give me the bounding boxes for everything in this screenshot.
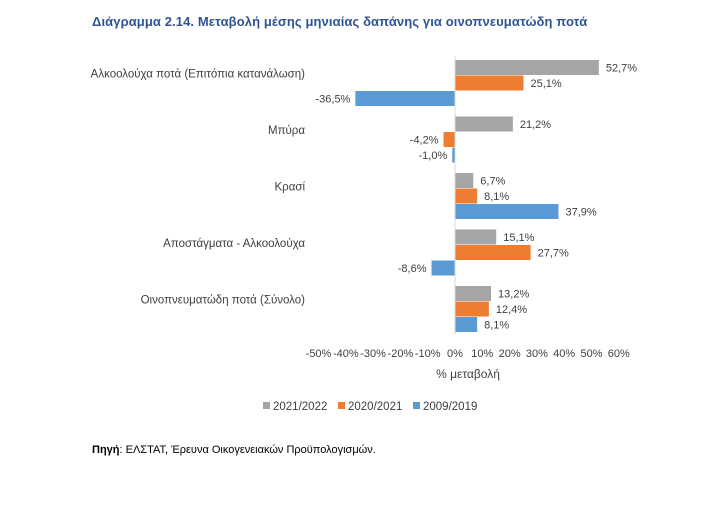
category-label: Αποστάγματα - Αλκοολούχα: [163, 238, 305, 250]
data-label: 8,1%: [484, 320, 509, 332]
data-label: -36,5%: [315, 94, 350, 106]
data-label: 12,4%: [496, 304, 527, 316]
data-label: 25,1%: [531, 78, 562, 90]
bar: [455, 173, 474, 188]
bar: [431, 260, 455, 276]
legend: 2021/2022 2020/2021 2009/2019: [263, 401, 477, 413]
x-axis-title: % μεταβολή: [436, 367, 500, 381]
bar: [455, 286, 492, 301]
x-tick-label: 10%: [471, 348, 493, 360]
data-label: 52,7%: [606, 63, 637, 75]
category-label: Οινοπνευματώδη ποτά (Σύνολο): [141, 294, 306, 306]
x-tick-label: -20%: [388, 348, 414, 360]
chart-title: Διάγραμμα 2.14. Μεταβολή μέσης μηνιαίας …: [92, 14, 588, 29]
value-labels: 52,7% 25,1% -36,5% 21,2% -4,2% -1,0% 6,7% 8,1% 3…: [315, 63, 637, 332]
x-tick-labels: -50% -40% -30% -20% -10% 0% 10% 20% 30% 40% 50% 60%: [306, 348, 630, 360]
bar: [455, 317, 478, 332]
legend-swatch: [263, 402, 270, 409]
data-label: -8,6%: [398, 263, 427, 275]
source-note: Πηγή: ΕΛΣΤΑΤ, Έρευνα Οικογενειακών Προϋπ…: [92, 444, 376, 456]
bar: [455, 116, 513, 132]
source-text: : ΕΛΣΤΑΤ, Έρευνα Οικογενειακών Προϋπολογ…: [119, 444, 376, 456]
bar: [443, 132, 455, 147]
legend-swatch: [338, 402, 345, 409]
bar: [355, 91, 455, 106]
x-tick-label: 0%: [447, 348, 463, 360]
data-label: 15,1%: [503, 232, 534, 244]
data-label: 6,7%: [480, 176, 505, 188]
x-tick-label: 60%: [608, 348, 630, 360]
category-label: Κρασί: [274, 181, 305, 193]
x-tick-label: 20%: [499, 348, 521, 360]
legend-swatch: [413, 402, 420, 409]
bars-group: [355, 60, 599, 332]
legend-label: 2021/2022: [273, 401, 327, 413]
category-label: Αλκοολούχα ποτά (Επιτόπια κατανάλωση): [91, 68, 305, 80]
data-label: 13,2%: [498, 289, 529, 301]
bar: [455, 245, 531, 260]
legend-label: 2020/2021: [348, 401, 402, 413]
x-tick-label: -10%: [415, 348, 441, 360]
data-label: 21,2%: [520, 119, 551, 131]
bar: [455, 75, 524, 91]
data-label: -1,0%: [419, 150, 448, 162]
source-label: Πηγή: [92, 444, 120, 456]
x-tick-label: 30%: [526, 348, 548, 360]
bar: [455, 60, 599, 75]
legend-label: 2009/2019: [423, 401, 477, 413]
x-tick-label: -50%: [306, 348, 332, 360]
bar: [455, 188, 478, 204]
category-labels: Αλκοολούχα ποτά (Επιτόπια κατανάλωση) Μπύ…: [91, 68, 306, 306]
x-tick-label: 50%: [580, 348, 602, 360]
bar: [455, 229, 497, 245]
category-label: Μπύρα: [268, 125, 305, 137]
bar: [452, 147, 455, 163]
data-label: 27,7%: [538, 248, 569, 260]
bar: [455, 204, 559, 219]
data-label: 37,9%: [565, 207, 596, 219]
x-tick-label: 40%: [553, 348, 575, 360]
x-tick-label: -40%: [333, 348, 359, 360]
data-label: 8,1%: [484, 191, 509, 203]
data-label: -4,2%: [410, 135, 439, 147]
x-tick-label: -30%: [360, 348, 386, 360]
bar: [455, 301, 489, 317]
